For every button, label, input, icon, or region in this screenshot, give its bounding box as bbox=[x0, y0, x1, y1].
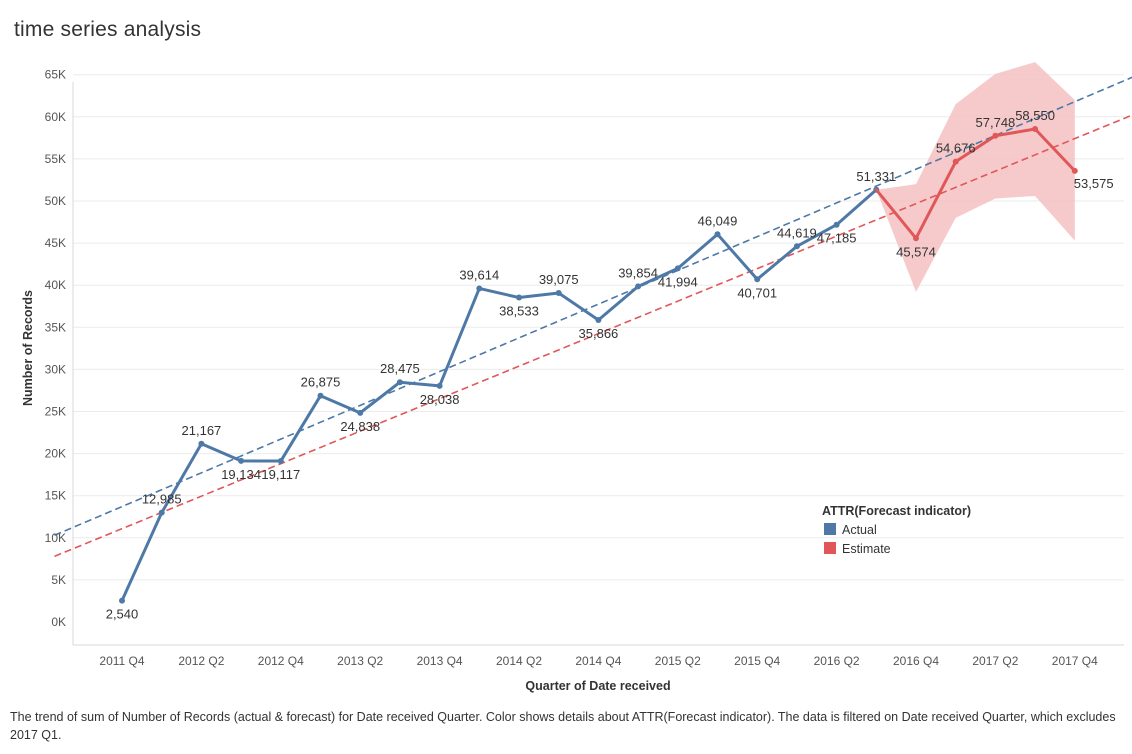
time-series-chart: 2,540 12,985 21,167 19,134 19,117 26,875 24,83… bbox=[21, 62, 1132, 693]
legend-title: ATTR(Forecast indicator) bbox=[822, 504, 971, 518]
data-point[interactable] bbox=[913, 235, 919, 242]
y-tick-label: 35K bbox=[45, 320, 66, 334]
data-point[interactable] bbox=[317, 392, 324, 399]
y-tick-label: 65K bbox=[45, 68, 66, 82]
data-label: 44,619 bbox=[777, 225, 817, 240]
data-label: 39,854 bbox=[618, 265, 658, 280]
data-point[interactable] bbox=[198, 440, 205, 447]
legend[interactable]: ATTR(Forecast indicator) Actual Estimate bbox=[822, 504, 971, 556]
data-label: 54,676 bbox=[936, 141, 976, 156]
data-label: 41,994 bbox=[658, 274, 698, 289]
estimate-trend-line bbox=[54, 114, 1132, 558]
data-point[interactable] bbox=[793, 243, 800, 250]
data-point[interactable] bbox=[754, 276, 761, 283]
data-point[interactable] bbox=[357, 409, 364, 416]
data-label: 40,701 bbox=[737, 285, 777, 300]
data-label: 21,167 bbox=[182, 423, 222, 438]
data-label: 46,049 bbox=[698, 213, 738, 228]
y-tick-label: 30K bbox=[45, 362, 66, 376]
data-label: 19,134 bbox=[221, 467, 261, 482]
legend-swatch-estimate[interactable] bbox=[824, 542, 836, 554]
y-tick-label: 5K bbox=[51, 573, 66, 587]
data-label: 28,038 bbox=[420, 392, 460, 407]
y-tick-label: 60K bbox=[45, 110, 66, 124]
data-point[interactable] bbox=[555, 289, 562, 296]
data-point[interactable] bbox=[1032, 126, 1039, 133]
y-tick-label: 50K bbox=[45, 194, 66, 208]
data-label: 2,540 bbox=[106, 607, 139, 622]
x-tick-label: 2013 Q4 bbox=[417, 654, 463, 668]
data-label: 12,985 bbox=[142, 492, 182, 507]
x-tick-label: 2012 Q4 bbox=[258, 654, 304, 668]
data-point[interactable] bbox=[516, 294, 522, 301]
y-tick-label: 25K bbox=[45, 405, 66, 419]
data-label: 19,117 bbox=[261, 467, 300, 482]
actual-trend-line bbox=[54, 76, 1132, 537]
data-point[interactable] bbox=[238, 457, 245, 464]
forecast-band-area bbox=[876, 62, 1075, 292]
data-label: 47,185 bbox=[817, 231, 857, 246]
data-label: 51,331 bbox=[856, 169, 896, 184]
data-label: 53,575 bbox=[1074, 176, 1114, 191]
data-labels: 2,540 12,985 21,167 19,134 19,117 26,875 24,83… bbox=[106, 108, 1114, 622]
data-label: 35,866 bbox=[579, 326, 619, 341]
page-title: time series analysis bbox=[14, 18, 202, 41]
data-point[interactable] bbox=[992, 132, 999, 139]
legend-swatch-actual[interactable] bbox=[824, 523, 836, 535]
data-label: 26,875 bbox=[301, 375, 341, 390]
axes: 0K 5K 10K 15K 20K 25K 30K 35K 40K 45K 50K 55K 60K 65K… bbox=[21, 68, 1124, 693]
data-point[interactable] bbox=[396, 379, 403, 386]
x-tick-label: 2013 Q2 bbox=[337, 654, 383, 668]
data-point[interactable] bbox=[714, 231, 721, 238]
chart-caption: The trend of sum of Number of Records (a… bbox=[10, 710, 1116, 742]
x-tick-label: 2015 Q4 bbox=[734, 654, 780, 668]
data-label: 24,838 bbox=[340, 419, 380, 434]
legend-label-estimate[interactable]: Estimate bbox=[842, 542, 891, 556]
x-tick-label: 2012 Q2 bbox=[178, 654, 224, 668]
x-tick-label: 2014 Q4 bbox=[575, 654, 621, 668]
data-point[interactable] bbox=[436, 382, 443, 389]
data-point[interactable] bbox=[1071, 167, 1078, 174]
series-line-estimate bbox=[874, 127, 1077, 240]
x-tick-label: 2016 Q4 bbox=[893, 654, 939, 668]
data-label: 28,475 bbox=[380, 361, 420, 376]
data-point[interactable] bbox=[158, 509, 165, 516]
y-tick-label: 40K bbox=[45, 278, 66, 292]
y-tick-label: 15K bbox=[45, 489, 66, 503]
data-point[interactable] bbox=[952, 158, 959, 165]
y-tick-label: 45K bbox=[45, 236, 66, 250]
y-tick-label: 0K bbox=[51, 615, 66, 629]
data-label: 38,533 bbox=[499, 304, 539, 319]
x-tick-label: 2011 Q4 bbox=[99, 654, 144, 668]
series-lines bbox=[119, 126, 1078, 604]
y-tick-label: 55K bbox=[45, 152, 66, 166]
y-tick-label: 20K bbox=[45, 447, 66, 461]
data-point[interactable] bbox=[833, 221, 840, 228]
legend-label-actual[interactable]: Actual bbox=[842, 523, 877, 537]
series-line-actual bbox=[120, 188, 878, 603]
data-point[interactable] bbox=[277, 458, 284, 465]
x-tick-label: 2016 Q2 bbox=[814, 654, 860, 668]
y-tick-label: 10K bbox=[45, 531, 66, 545]
y-axis-title: Number of Records bbox=[21, 290, 35, 406]
forecast-band bbox=[876, 62, 1075, 292]
x-tick-label: 2017 Q2 bbox=[972, 654, 1018, 668]
data-label: 45,574 bbox=[896, 244, 936, 259]
data-point[interactable] bbox=[595, 317, 602, 324]
data-point[interactable] bbox=[674, 265, 681, 272]
data-label: 39,075 bbox=[539, 272, 579, 287]
data-label: 58,550 bbox=[1015, 108, 1055, 123]
data-label: 39,614 bbox=[459, 267, 499, 282]
trend-lines bbox=[54, 76, 1132, 558]
x-tick-label: 2015 Q2 bbox=[655, 654, 701, 668]
x-axis-title: Quarter of Date received bbox=[525, 679, 670, 693]
data-point[interactable] bbox=[476, 285, 483, 292]
x-tick-label: 2017 Q4 bbox=[1052, 654, 1098, 668]
data-point[interactable] bbox=[635, 283, 642, 290]
data-label: 57,748 bbox=[976, 115, 1016, 130]
data-point[interactable] bbox=[119, 597, 125, 604]
x-tick-label: 2014 Q2 bbox=[496, 654, 542, 668]
